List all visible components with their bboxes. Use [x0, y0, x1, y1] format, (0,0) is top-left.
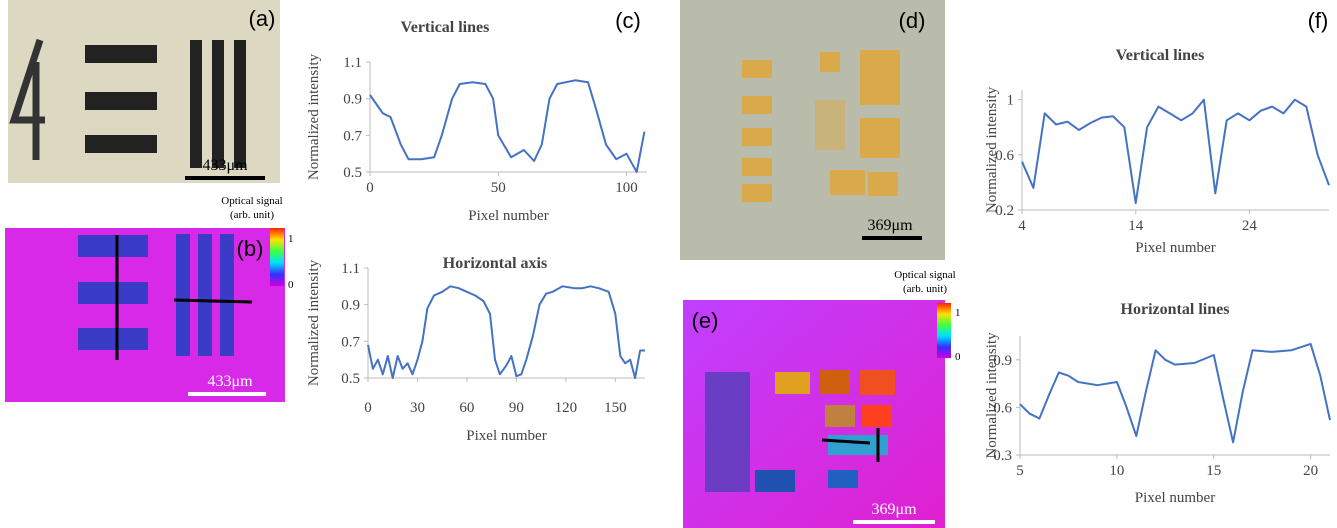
- panel-label: (e): [692, 308, 719, 333]
- x-tick-label: 20: [1303, 463, 1318, 479]
- x-axis-label: Pixel number: [1135, 240, 1215, 256]
- x-tick-label: 50: [491, 180, 506, 196]
- y-axis-label: Normalized intensity: [984, 332, 1000, 459]
- panel-label: (d): [899, 8, 926, 33]
- chart-title: Vertical lines: [1116, 47, 1205, 64]
- panel-label: (c): [615, 8, 641, 33]
- bar-shape: [234, 40, 246, 168]
- y-tick-label: 1.1: [343, 55, 362, 71]
- colorbar-title: (arb. unit): [903, 283, 947, 295]
- panel-label: (a): [249, 6, 276, 31]
- colorbar-tick: 1: [288, 233, 294, 245]
- x-tick-label: 150: [604, 400, 627, 416]
- x-tick-label: 30: [410, 400, 425, 416]
- x-axis-label: Pixel number: [1135, 490, 1215, 506]
- x-tick-label: 10: [1109, 463, 1124, 479]
- profile-line: [174, 300, 252, 302]
- y-axis-label: Normalized intensity: [984, 86, 1000, 213]
- bar-shape: [190, 40, 202, 168]
- bar-shape: [78, 282, 148, 304]
- x-tick-label: 14: [1128, 218, 1144, 234]
- colorbar: [270, 228, 284, 286]
- data-line: [368, 286, 645, 378]
- colorbar-title: Optical signal: [221, 195, 282, 207]
- x-tick-label: 120: [555, 400, 578, 416]
- bar-shape: [220, 234, 234, 356]
- panel-d: 369μm (d): [680, 0, 945, 260]
- x-axis-label: Pixel number: [466, 428, 546, 444]
- scale-label: 433μm: [207, 373, 253, 390]
- x-tick-label: 24: [1242, 218, 1258, 234]
- y-tick-label: 0.7: [343, 128, 362, 144]
- x-tick-label: 90: [509, 400, 524, 416]
- x-tick-label: 4: [1018, 218, 1026, 234]
- y-tick-label: 0.7: [341, 334, 360, 350]
- colorbar: [937, 303, 951, 358]
- y-tick-label: 0.9: [341, 298, 360, 314]
- x-tick-label: 0: [364, 400, 372, 416]
- bar-shape: [85, 135, 157, 153]
- panel-b: 433μm (b) Optical signal (arb. unit) 1 0: [5, 195, 294, 402]
- y-axis-label: Normalized intensity: [306, 53, 322, 180]
- y-tick-label: 0.5: [343, 165, 362, 181]
- x-axis-label: Pixel number: [468, 208, 548, 224]
- x-tick-label: 0: [366, 180, 374, 196]
- chart-title: Horizontal lines: [1121, 301, 1230, 318]
- x-tick-label: 60: [459, 400, 474, 416]
- bar-shape: [78, 328, 148, 350]
- y-tick-label: 0.9: [343, 92, 362, 108]
- panel-e: 369μm (e) Optical signal (arb. unit) 1 0: [683, 269, 961, 528]
- panel-label: (b): [237, 236, 264, 261]
- y-axis-label: Normalized intensity: [306, 259, 322, 386]
- scale-label: 369μm: [871, 501, 917, 518]
- chart-title: Horizontal axis: [443, 255, 547, 272]
- x-tick-label: 5: [1016, 463, 1024, 479]
- bar-shape: [212, 40, 224, 168]
- panel-label: (f): [1308, 8, 1329, 33]
- bar-shape: [78, 235, 148, 257]
- y-tick-label: 0.5: [341, 371, 360, 387]
- scale-label: 369μm: [867, 217, 913, 234]
- bar-shape: [176, 234, 190, 356]
- colorbar-title: Optical signal: [894, 269, 955, 281]
- panel-a: 433μm (a): [8, 0, 280, 183]
- colorbar-title: (arb. unit): [230, 209, 274, 221]
- colorbar-tick: 1: [955, 307, 961, 319]
- scale-label: 433μm: [202, 157, 248, 174]
- y-tick-label: 1.1: [341, 261, 360, 277]
- bar-shape: [85, 92, 157, 110]
- figure: 433μm (a) 433μm (b) Optical signal (arb.…: [0, 0, 1337, 528]
- colorbar-tick: 0: [288, 279, 294, 291]
- y-tick-label: 1: [1007, 93, 1015, 109]
- bar-shape: [198, 234, 212, 356]
- colorbar-tick: 0: [955, 351, 961, 363]
- bar-shape: [85, 45, 157, 63]
- chart-title: Vertical lines: [401, 19, 490, 36]
- data-line: [1022, 100, 1329, 203]
- x-tick-label: 100: [615, 180, 638, 196]
- data-line: [370, 80, 644, 172]
- data-line: [1020, 344, 1330, 442]
- x-tick-label: 15: [1206, 463, 1221, 479]
